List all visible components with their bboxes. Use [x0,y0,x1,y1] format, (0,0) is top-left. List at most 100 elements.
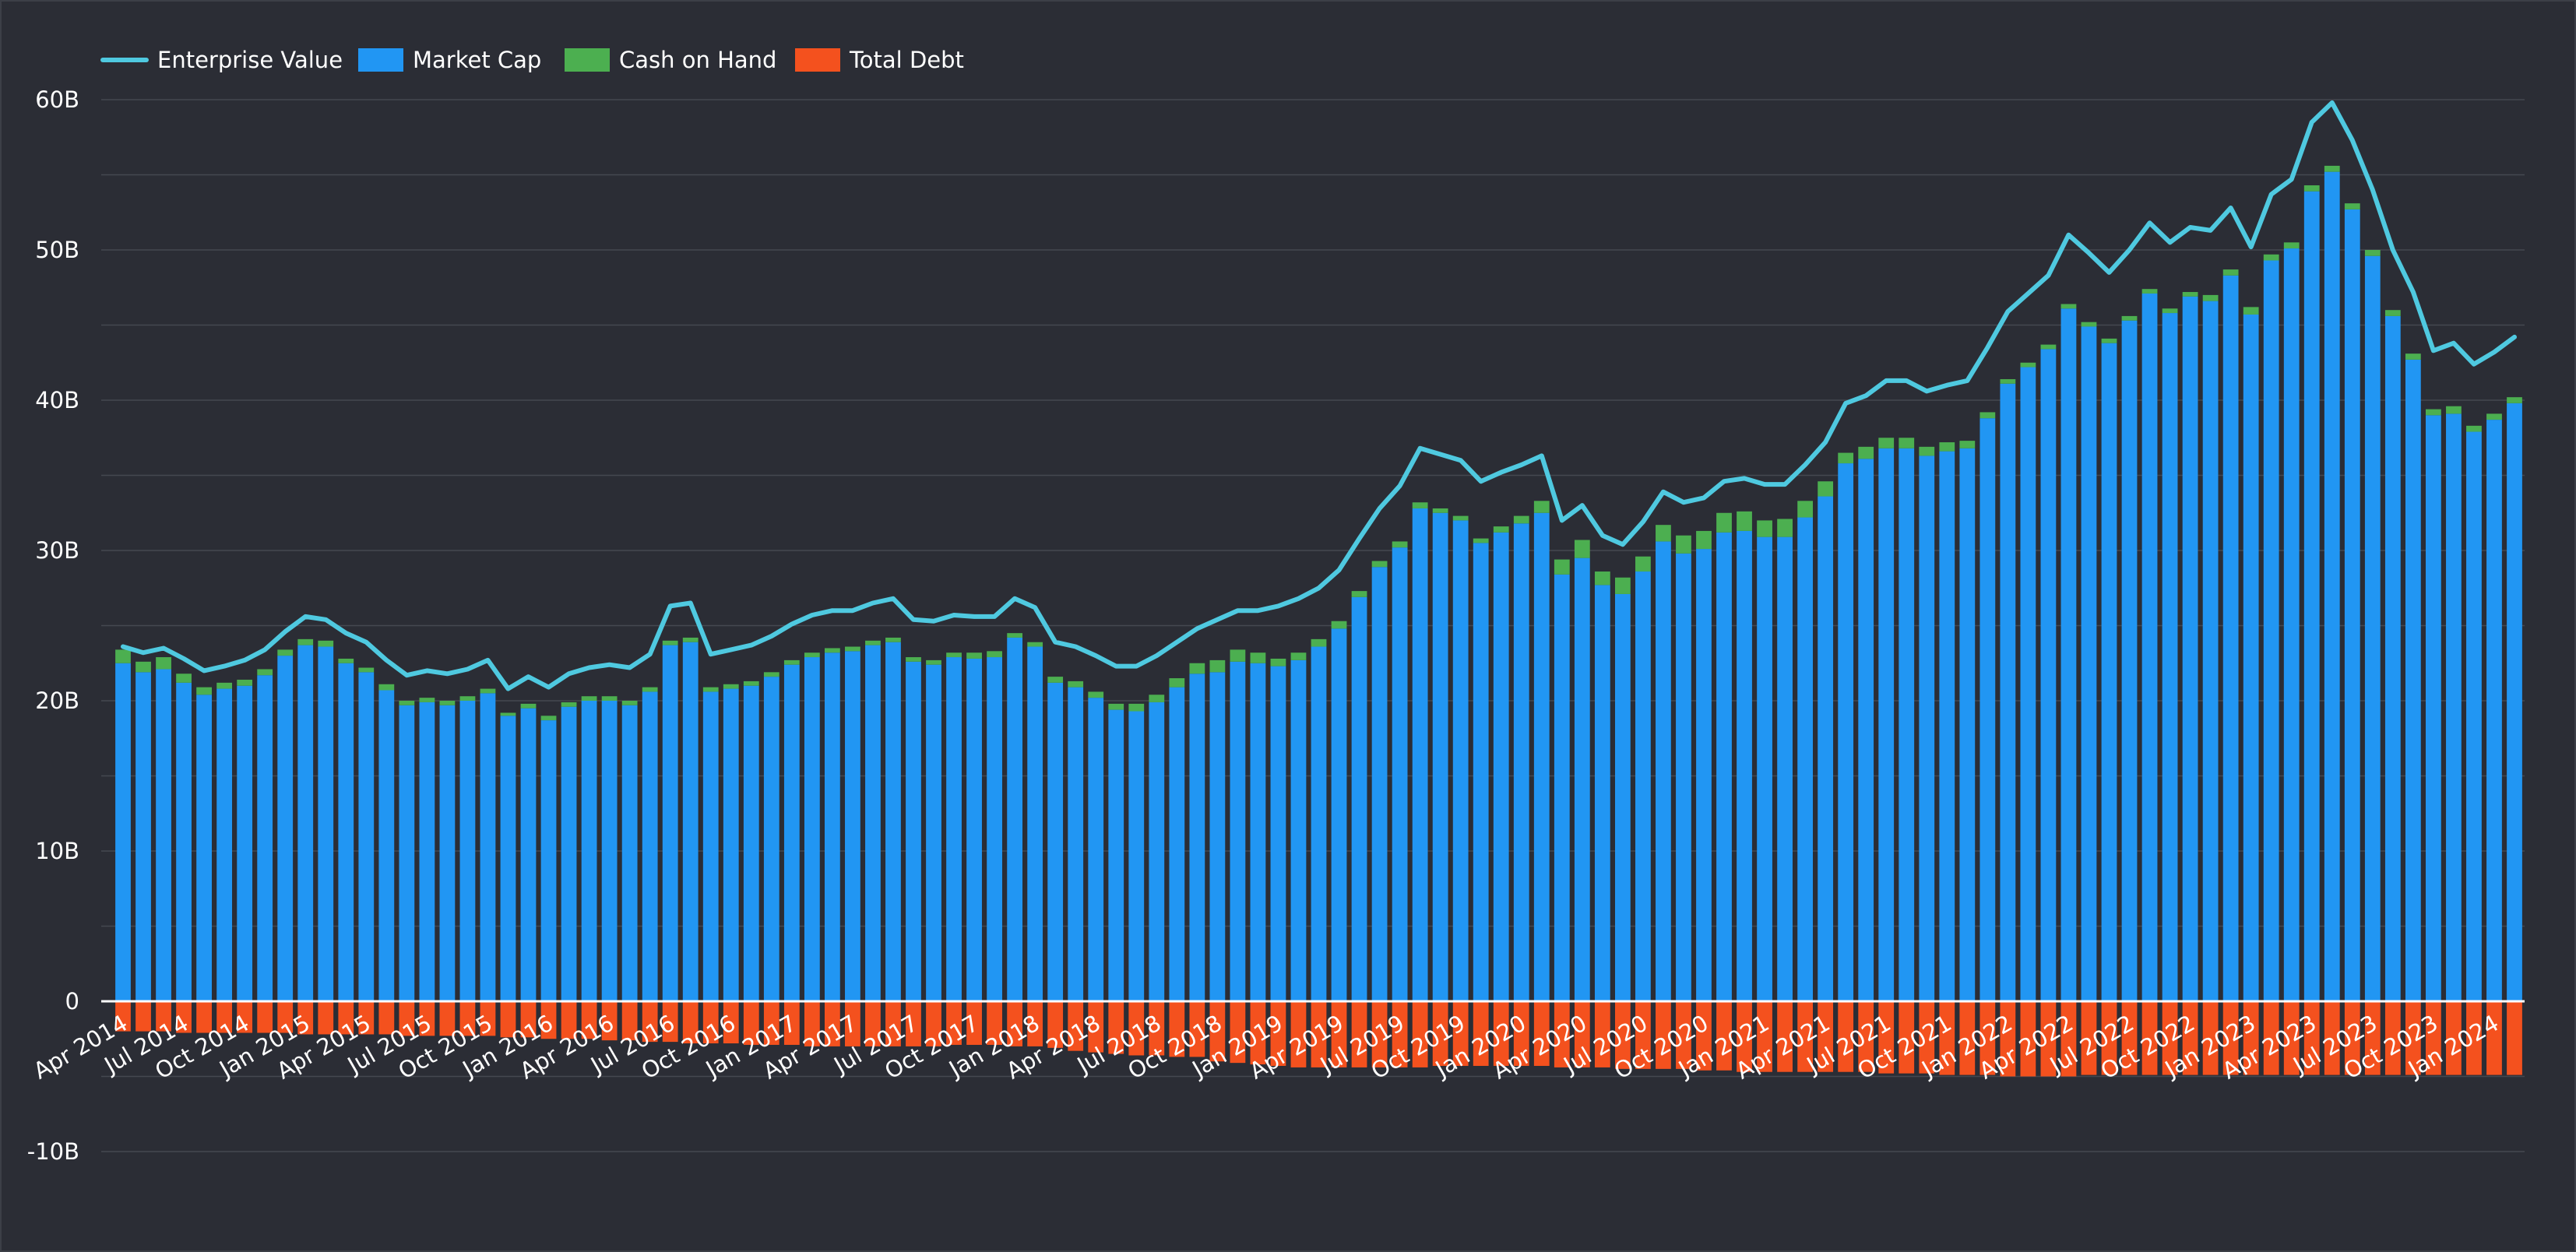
market-cap-bar [1473,543,1489,1001]
market-cap-bar [1290,659,1307,1001]
cash-on-hand-bar [1614,577,1631,594]
market-cap-bar [1047,682,1064,1001]
market-cap-bar [1513,523,1529,1001]
cash-on-hand-bar [1189,663,1205,674]
total-debt-bar [1574,1001,1590,1067]
y-tick-label: -10B [27,1138,79,1165]
market-cap-bar [1757,536,1772,1001]
legend-label: Total Debt [849,47,964,73]
market-cap-bar [1027,646,1043,1001]
total-debt-bar [297,1001,314,1035]
cash-on-hand-bar [1513,515,1529,524]
total-debt-bar [2426,1001,2441,1075]
market-cap-bar [1068,687,1084,1001]
market-cap-bar [1737,530,1752,1001]
cash-on-hand-bar [1533,501,1550,513]
cash-on-hand-bar [500,712,516,716]
total-debt-bar [358,1001,375,1035]
cash-on-hand-bar [1432,508,1448,513]
market-cap-bar [2162,313,2178,1001]
cash-on-hand-bar [2141,289,2158,294]
total-debt-bar [702,1001,719,1044]
total-debt-bar [1858,1001,1874,1072]
total-debt-bar [2182,1001,2198,1075]
total-debt-bar [581,1001,597,1039]
cash-on-hand-bar [865,640,881,645]
y-tick-label: 10B [35,838,79,864]
cash-on-hand-bar [419,698,435,702]
legend-item[interactable]: Total Debt [795,47,964,73]
total-debt-bar [1676,1001,1691,1069]
total-debt-bar [1473,1001,1489,1066]
legend-label: Enterprise Value [157,47,343,73]
market-cap-bar [1331,628,1347,1001]
total-debt-bar [1777,1001,1793,1072]
market-cap-bar [2384,315,2401,1001]
legend-item[interactable]: Cash on Hand [565,47,776,73]
market-cap-bar [1574,557,1590,1001]
market-cap-bar [1189,673,1205,1001]
cash-on-hand-bar [966,652,982,659]
cash-on-hand-bar [277,649,294,656]
market-cap-bar [783,664,800,1001]
legend-label: Market Cap [413,47,541,73]
total-debt-bar [946,1001,962,1045]
legend-item[interactable]: Market Cap [358,47,541,73]
market-cap-bar [743,685,759,1001]
cash-on-hand-bar [1797,501,1813,518]
cash-on-hand-bar [1351,591,1367,597]
cash-on-hand-bar [1270,658,1286,666]
market-cap-bar [2020,367,2036,1001]
total-debt-bar [1838,1001,1854,1072]
market-cap-bar [1838,463,1854,1001]
market-cap-bar [561,706,577,1001]
total-debt-bar [1656,1001,1671,1069]
total-debt-bar [966,1001,982,1045]
total-debt-bar [621,1001,638,1041]
total-debt-bar [1959,1001,1976,1075]
market-cap-bar [1716,532,1732,1001]
total-debt-bar [399,1001,415,1036]
market-cap-bar [621,705,638,1001]
market-cap-bar [135,672,151,1001]
total-debt-bar [926,1001,941,1046]
market-cap-bar [2121,320,2138,1002]
cash-on-hand-bar [1838,452,1854,464]
total-debt-bar [763,1001,779,1045]
total-debt-bar [237,1001,253,1033]
total-debt-bar [378,1001,395,1035]
total-debt-bar [1412,1001,1428,1067]
cash-on-hand-bar [783,659,800,665]
market-cap-bar [237,685,253,1001]
total-debt-bar [520,1001,537,1038]
cash-on-hand-bar [2162,308,2178,314]
cash-on-hand-bar [156,657,171,670]
market-cap-bar [115,663,131,1001]
total-debt-bar [1351,1001,1367,1067]
market-cap-bar [500,716,516,1001]
total-debt-bar [1513,1001,1529,1066]
market-cap-bar [277,656,294,1001]
market-cap-bar [540,720,557,1001]
market-cap-bar [1432,512,1448,1001]
total-debt-bar [662,1001,678,1043]
cash-on-hand-bar [1209,659,1226,673]
legend-label: Cash on Hand [619,47,776,73]
cash-on-hand-bar [1290,652,1307,660]
market-cap-bar [2000,383,2016,1001]
legend[interactable]: Enterprise Value Market Cap Cash on Hand To… [100,47,964,73]
market-cap-bar [2141,293,2158,1002]
legend-item[interactable]: Enterprise Value [100,47,343,73]
cash-on-hand-bar [115,649,131,663]
total-debt-bar [1533,1001,1550,1066]
cash-on-hand-bar [338,658,354,663]
cash-on-hand-bar [1777,519,1793,537]
cash-on-hand-bar [1128,703,1145,712]
market-cap-bar [966,658,982,1001]
market-cap-bar [2263,260,2279,1001]
market-cap-bar [642,691,658,1001]
legend-color-swatch [795,48,840,72]
market-cap-bar [216,688,233,1001]
total-debt-bar [1818,1001,1834,1072]
cash-on-hand-bar [1169,678,1185,688]
